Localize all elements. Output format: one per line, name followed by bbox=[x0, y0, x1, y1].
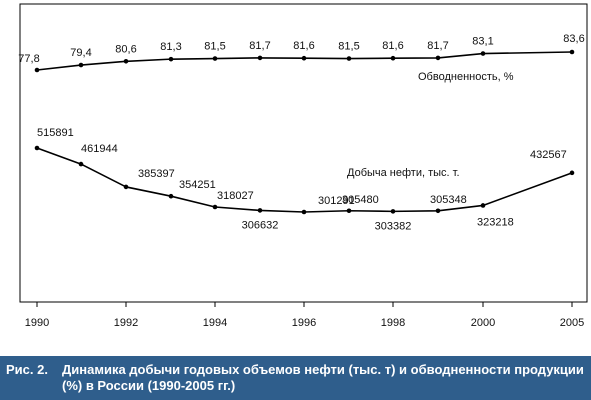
data-label-2: 515891 bbox=[37, 127, 74, 139]
series-point-2 bbox=[34, 145, 40, 151]
series-point-1 bbox=[480, 51, 486, 56]
data-label-2: 323218 bbox=[477, 216, 514, 228]
data-label-2: 354251 bbox=[179, 179, 216, 191]
series-point-1 bbox=[301, 55, 307, 61]
series-point-2 bbox=[346, 208, 352, 214]
series-line-1 bbox=[36, 51, 573, 71]
series-point-1 bbox=[257, 55, 263, 61]
series-point-2 bbox=[569, 170, 575, 176]
caption-label: Рис. 2. bbox=[6, 362, 48, 377]
series-point-1 bbox=[346, 56, 352, 61]
data-label-1: 77,8 bbox=[18, 53, 39, 65]
x-tick-label: 2000 bbox=[471, 317, 495, 329]
x-tick-label: 1998 bbox=[381, 317, 405, 329]
series-point-1 bbox=[168, 56, 174, 62]
data-label-2: 318027 bbox=[217, 190, 254, 202]
x-tick-label: 1996 bbox=[292, 317, 316, 329]
data-label-1: 81,7 bbox=[249, 40, 270, 52]
data-label-1: 83,6 bbox=[563, 33, 584, 45]
series-point-1 bbox=[435, 55, 441, 61]
series-point-1 bbox=[78, 62, 84, 68]
series-point-2 bbox=[123, 184, 129, 190]
data-label-2: 385397 bbox=[138, 168, 175, 180]
series-point-2 bbox=[480, 203, 486, 208]
data-label-1: 80,6 bbox=[115, 43, 136, 55]
data-label-1: 81,6 bbox=[382, 40, 403, 52]
data-label-1: 81,5 bbox=[204, 41, 225, 53]
x-tick-label: 1994 bbox=[203, 317, 227, 329]
series-point-1 bbox=[390, 55, 396, 61]
series-point-1 bbox=[212, 56, 218, 61]
series-name-label: Обводненность, % bbox=[418, 71, 514, 83]
caption-text: Динамика добычи годовых объемов нефти (т… bbox=[62, 362, 584, 393]
figure-caption: Рис. 2. Динамика добычи годовых объемов … bbox=[0, 356, 591, 400]
line-chart: 1990 1992 1994 1996 1998 2000 2005 77,8 79,4 80,6… bbox=[18, 3, 588, 329]
series-line-2 bbox=[36, 147, 573, 213]
data-label-1: 83,1 bbox=[472, 36, 493, 48]
series-point-1 bbox=[123, 59, 129, 64]
data-label-2: 303382 bbox=[375, 220, 412, 232]
x-tick-label: 1992 bbox=[114, 317, 138, 329]
series-point-2 bbox=[301, 209, 307, 215]
data-label-1: 81,3 bbox=[160, 41, 181, 53]
data-label-2: 305480 bbox=[342, 194, 379, 206]
series-point-2 bbox=[78, 161, 84, 167]
x-tick-label: 1990 bbox=[25, 317, 49, 329]
series-point-2 bbox=[212, 204, 218, 210]
data-label-1: 79,4 bbox=[70, 47, 91, 59]
data-label-1: 81,6 bbox=[293, 40, 314, 52]
data-label-2: 306632 bbox=[242, 219, 279, 231]
series-point-2 bbox=[435, 208, 441, 214]
series-point-1 bbox=[34, 67, 40, 73]
data-label-2: 461944 bbox=[81, 143, 118, 155]
series-point-1 bbox=[569, 49, 575, 55]
data-label-1: 81,5 bbox=[338, 41, 359, 53]
series-point-2 bbox=[168, 193, 174, 199]
series-point-2 bbox=[257, 208, 263, 213]
x-tick-label: 2005 bbox=[560, 317, 584, 329]
series-point-2 bbox=[390, 209, 396, 214]
data-label-1: 81,7 bbox=[427, 40, 448, 52]
data-label-2: 301291 bbox=[318, 195, 355, 207]
series-name-label: Добыча нефти, тыс. т. bbox=[347, 167, 460, 179]
data-label-2: 305348 bbox=[430, 194, 467, 206]
data-label-2: 432567 bbox=[530, 149, 567, 161]
